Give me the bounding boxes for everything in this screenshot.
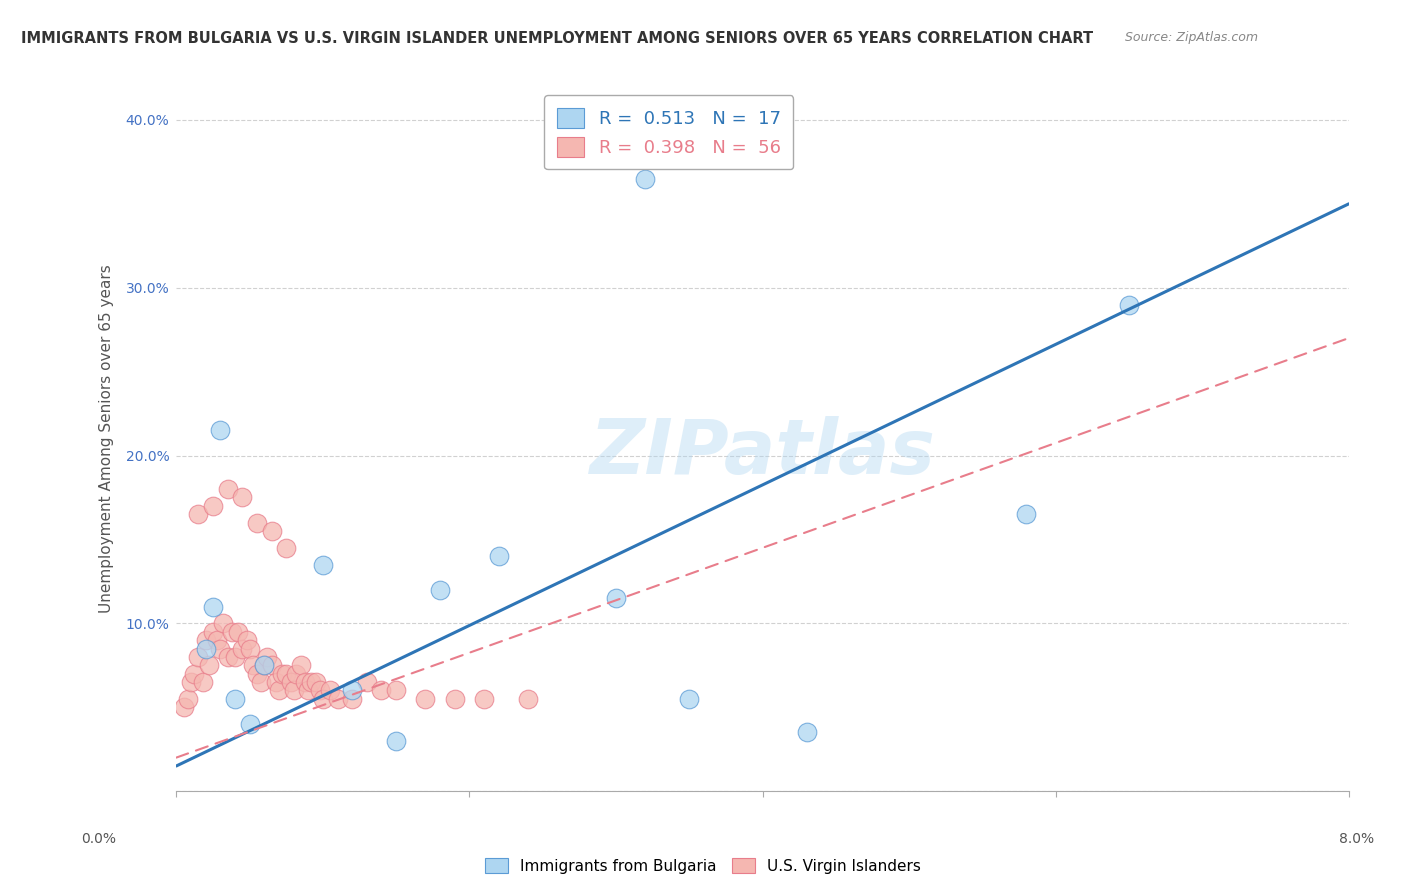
Point <box>429 582 451 597</box>
Point <box>385 734 408 748</box>
Point <box>472 691 495 706</box>
Text: IMMIGRANTS FROM BULGARIA VS U.S. VIRGIN ISLANDER UNEMPLOYMENT AMONG SENIORS OVER: IMMIGRANTS FROM BULGARIA VS U.S. VIRGIN … <box>21 31 1094 46</box>
Point <box>356 675 378 690</box>
Point <box>312 691 335 706</box>
Point <box>180 675 202 690</box>
Point <box>207 633 229 648</box>
Text: Source: ZipAtlas.com: Source: ZipAtlas.com <box>1125 31 1258 45</box>
Point <box>290 658 312 673</box>
Point <box>187 508 209 522</box>
Point <box>370 683 392 698</box>
Point <box>488 549 510 564</box>
Point <box>264 675 287 690</box>
Point <box>201 624 224 639</box>
Point <box>201 599 224 614</box>
Point <box>239 641 262 656</box>
Point <box>194 641 217 656</box>
Point <box>246 516 269 530</box>
Legend: R =  0.513   N =  17, R =  0.398   N =  56: R = 0.513 N = 17, R = 0.398 N = 56 <box>544 95 793 169</box>
Point <box>256 649 278 664</box>
Point <box>242 658 264 673</box>
Point <box>796 725 818 739</box>
Point <box>209 423 232 437</box>
Point <box>299 675 322 690</box>
Point <box>194 633 217 648</box>
Y-axis label: Unemployment Among Seniors over 65 years: Unemployment Among Seniors over 65 years <box>100 264 114 613</box>
Point <box>253 658 276 673</box>
Point <box>312 558 335 572</box>
Point <box>209 641 232 656</box>
Point <box>191 675 214 690</box>
Text: 8.0%: 8.0% <box>1340 832 1374 846</box>
Point <box>443 691 465 706</box>
Point <box>309 683 332 698</box>
Point <box>294 675 316 690</box>
Point <box>1118 297 1140 311</box>
Point <box>385 683 408 698</box>
Point <box>231 641 253 656</box>
Point <box>415 691 437 706</box>
Point <box>517 691 540 706</box>
Point <box>197 658 219 673</box>
Point <box>183 666 205 681</box>
Point <box>270 666 292 681</box>
Point <box>187 649 209 664</box>
Point <box>224 691 246 706</box>
Point <box>678 691 700 706</box>
Point <box>283 683 305 698</box>
Point <box>260 524 283 538</box>
Point <box>340 683 363 698</box>
Point <box>605 591 627 606</box>
Text: 0.0%: 0.0% <box>82 832 115 846</box>
Point <box>304 675 326 690</box>
Point <box>634 171 657 186</box>
Point <box>340 691 363 706</box>
Point <box>253 658 276 673</box>
Point <box>319 683 342 698</box>
Point <box>231 491 253 505</box>
Point <box>250 675 273 690</box>
Point <box>326 691 349 706</box>
Point <box>212 616 235 631</box>
Point <box>177 691 200 706</box>
Point <box>221 624 243 639</box>
Point <box>267 683 290 698</box>
Point <box>246 666 269 681</box>
Point <box>276 666 298 681</box>
Point <box>280 675 302 690</box>
Point <box>1015 508 1038 522</box>
Point <box>297 683 319 698</box>
Point <box>285 666 308 681</box>
Point <box>260 658 283 673</box>
Legend: Immigrants from Bulgaria, U.S. Virgin Islanders: Immigrants from Bulgaria, U.S. Virgin Is… <box>479 852 927 880</box>
Text: ZIPatlas: ZIPatlas <box>589 416 935 490</box>
Point <box>235 633 257 648</box>
Point <box>201 499 224 513</box>
Point <box>226 624 249 639</box>
Point <box>217 482 239 496</box>
Point <box>224 649 246 664</box>
Point <box>276 541 298 555</box>
Point <box>173 700 195 714</box>
Point <box>239 717 262 731</box>
Point <box>217 649 239 664</box>
